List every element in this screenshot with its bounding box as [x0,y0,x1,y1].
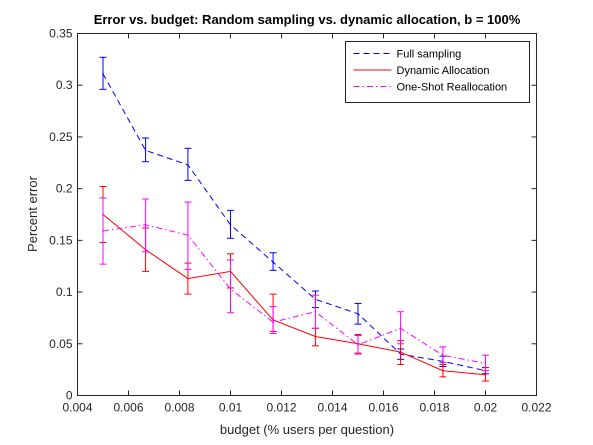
data-point [187,164,189,166]
x-tick-label: 0.022 [521,401,551,415]
x-tick-label: 0.02 [474,401,498,415]
data-point [144,149,147,152]
x-tick-label: 0.01 [219,401,243,415]
data-point [272,261,274,263]
series-line-one-shot-reallocation [102,224,486,364]
y-tick-label: 0.05 [49,337,73,351]
data-point [484,362,487,365]
series-line-full-sampling [102,73,486,372]
y-tick-label: 0.3 [56,78,73,92]
x-tick-label: 0.018 [419,401,449,415]
data-point [357,344,359,346]
data-point [272,321,274,323]
y-tick-label: 0.1 [56,285,73,299]
x-tick-label: 0.012 [266,401,296,415]
series-group [99,56,489,382]
x-tick-label: 0.006 [113,401,143,415]
x-tick-label: 0.014 [317,401,347,415]
data-point [144,224,147,226]
legend-label: One-Shot Reallocation [397,82,508,94]
legend: Full sampling Dynamic Allocation One-Shot … [345,41,530,103]
data-point [229,224,232,226]
series-line-dynamic-allocation [102,214,486,376]
data-point [187,277,189,280]
series-one-shot-reallocation [99,197,489,372]
data-point [229,288,232,290]
x-tick-label: 0.008 [164,401,194,415]
data-point [399,327,402,330]
x-tick-label: 0.004 [62,401,92,415]
ticks: 0.004 0.006 0.008 0.01 0.012 0.014 0.016 0.018 0… [49,27,552,415]
y-tick-label: 0.2 [56,182,73,196]
y-tick-label: 0.25 [49,130,73,144]
x-axis-label: budget (% users per question) [220,422,394,437]
chart-title: Error vs. budget: Random sampling vs. dy… [94,12,521,27]
legend-label: Full sampling [397,49,462,61]
legend-label: Dynamic Allocation [397,65,490,77]
data-point [442,354,444,356]
data-point [399,351,402,353]
data-point [357,312,359,315]
data-point [102,230,104,232]
y-tick-label: 0 [66,389,73,403]
y-tick-label: 0.35 [49,27,73,41]
y-axis-label: Percent error [25,175,40,252]
data-point [102,73,104,75]
x-tick-label: 0.016 [368,401,398,415]
data-point [484,374,487,376]
y-tick-label: 0.15 [49,233,73,247]
data-point [187,234,189,236]
legend-box [345,41,530,103]
data-point [314,335,317,338]
data-point [314,310,317,313]
data-point [442,369,444,372]
